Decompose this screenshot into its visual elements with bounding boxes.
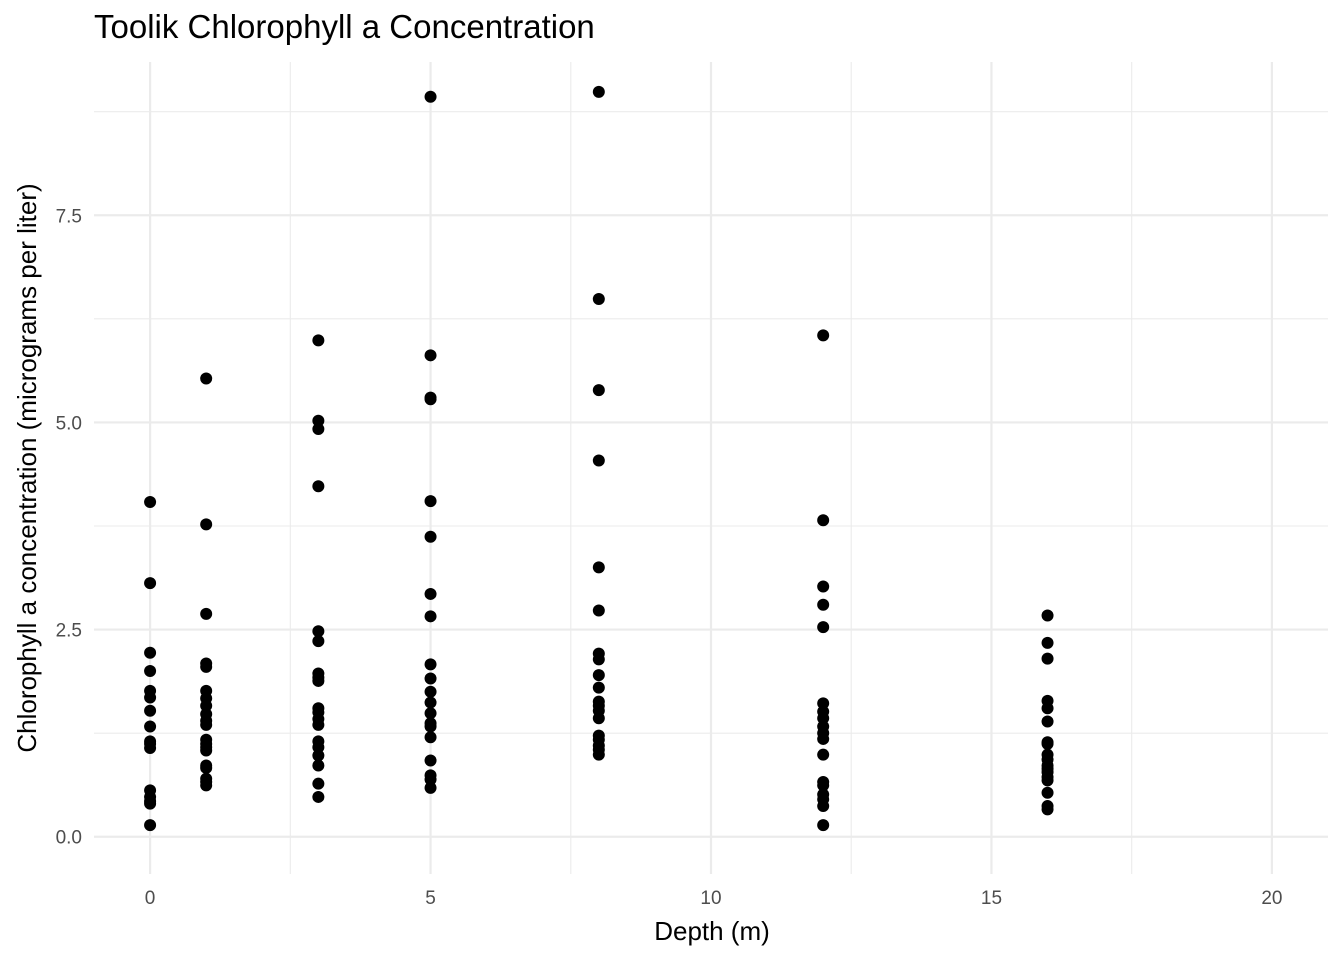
- chart-title: Toolik Chlorophyll a Concentration: [94, 8, 595, 45]
- data-point: [592, 604, 605, 617]
- data-point: [424, 349, 437, 362]
- data-point: [817, 580, 830, 593]
- data-point: [312, 777, 325, 790]
- data-point: [312, 741, 325, 754]
- data-point: [144, 742, 157, 755]
- data-point: [144, 577, 157, 590]
- data-point: [312, 414, 325, 427]
- data-point: [424, 658, 437, 671]
- data-point: [144, 691, 157, 704]
- data-point: [144, 797, 157, 810]
- data-point: [144, 665, 157, 677]
- data-point: [1041, 803, 1054, 816]
- data-point: [312, 749, 325, 762]
- data-point: [817, 514, 830, 527]
- data-point: [424, 781, 437, 794]
- data-point: [592, 669, 605, 682]
- data-point: [817, 748, 830, 761]
- x-axis-tick-labels: 0 5 10 15 20: [145, 888, 1283, 909]
- data-point: [200, 779, 213, 792]
- data-point: [1041, 652, 1054, 665]
- data-point: [592, 561, 605, 574]
- data-point: [1041, 715, 1054, 728]
- y-tick-label: 7.5: [56, 206, 82, 227]
- y-axis-title: Chlorophyll a concentration (micrograms …: [12, 183, 42, 752]
- data-point: [424, 685, 437, 698]
- data-point: [592, 653, 605, 666]
- data-point: [312, 480, 325, 493]
- data-point: [424, 773, 437, 786]
- y-tick-label: 2.5: [56, 621, 82, 642]
- x-tick-label: 20: [1261, 888, 1282, 909]
- data-point: [424, 696, 437, 709]
- data-point: [592, 748, 605, 761]
- grid-lines: [94, 62, 1328, 874]
- data-point: [312, 718, 325, 731]
- data-point: [424, 530, 437, 543]
- data-point: [200, 607, 213, 620]
- data-point: [592, 85, 605, 98]
- data-point: [1041, 774, 1054, 787]
- x-tick-label: 0: [145, 888, 156, 909]
- data-point: [592, 681, 605, 694]
- data-point: [592, 712, 605, 725]
- y-axis-tick-labels: 0.0 2.5 5.0 7.5: [56, 206, 82, 848]
- data-point: [312, 790, 325, 803]
- data-point: [592, 454, 605, 467]
- data-point: [817, 800, 830, 813]
- data-point: [817, 697, 830, 710]
- data-point: [424, 587, 437, 600]
- y-tick-label: 0.0: [56, 828, 82, 849]
- data-point: [592, 292, 605, 305]
- data-point: [200, 761, 213, 774]
- x-tick-label: 5: [425, 888, 436, 909]
- data-point: [312, 759, 325, 772]
- data-point: [424, 90, 437, 103]
- data-point: [1041, 609, 1054, 622]
- data-point: [144, 720, 157, 733]
- data-point: [144, 704, 157, 717]
- data-point: [200, 372, 213, 385]
- data-point: [817, 712, 830, 725]
- data-points: [144, 85, 1054, 832]
- x-tick-label: 15: [981, 888, 1002, 909]
- data-point: [144, 495, 157, 508]
- data-point: [424, 720, 437, 733]
- data-point: [424, 672, 437, 685]
- data-point: [312, 334, 325, 347]
- data-point: [1041, 786, 1054, 799]
- data-point: [200, 660, 213, 673]
- data-point: [1041, 636, 1054, 649]
- data-point: [1041, 702, 1054, 715]
- data-point: [312, 625, 325, 638]
- data-point: [1041, 737, 1054, 750]
- y-tick-label: 5.0: [56, 413, 82, 434]
- data-point: [312, 674, 325, 687]
- data-point: [200, 699, 213, 712]
- data-point: [424, 393, 437, 406]
- data-point: [144, 646, 157, 659]
- data-point: [312, 423, 325, 436]
- data-point: [817, 329, 830, 342]
- data-point: [817, 779, 830, 792]
- data-point: [424, 495, 437, 508]
- data-point: [424, 754, 437, 767]
- data-point: [817, 732, 830, 745]
- data-point: [312, 635, 325, 648]
- data-point: [144, 819, 157, 832]
- data-point: [424, 610, 437, 623]
- data-point: [817, 819, 830, 832]
- data-point: [200, 744, 213, 757]
- data-point: [592, 384, 605, 397]
- data-point: [424, 707, 437, 720]
- data-point: [424, 731, 437, 744]
- data-point: [200, 718, 213, 731]
- data-point: [817, 598, 830, 611]
- data-point: [200, 518, 213, 531]
- x-tick-label: 10: [700, 888, 721, 909]
- x-axis-title: Depth (m): [654, 916, 770, 946]
- data-point: [817, 621, 830, 634]
